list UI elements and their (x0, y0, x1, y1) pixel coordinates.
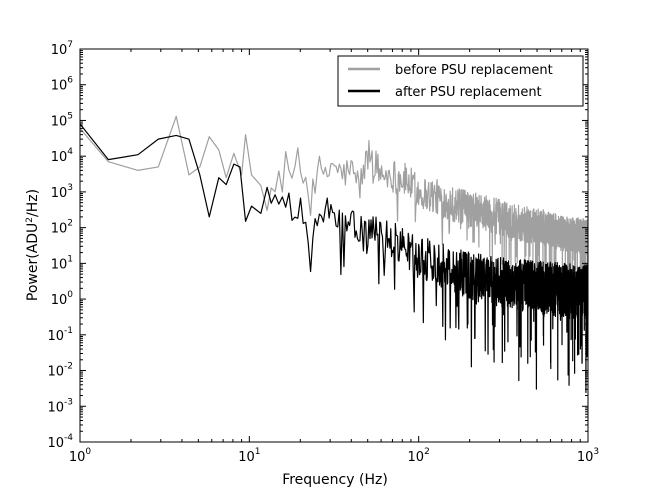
x-tick-exponent: 1 (255, 447, 261, 457)
y-tick-label: 100 (51, 290, 74, 308)
x-tick-exponent: 0 (85, 447, 91, 457)
y-tick-label: 102 (51, 219, 73, 237)
y-tick-exponent: 0 (67, 290, 73, 300)
x-tick-label: 103 (577, 447, 599, 465)
y-tick-base: 10 (47, 329, 64, 344)
y-tick-base: 10 (47, 400, 64, 415)
y-tick-label: 10-4 (47, 433, 73, 451)
x-tick-base: 10 (238, 450, 255, 465)
y-tick-exponent: 6 (67, 76, 73, 86)
y-axis-label-prefix: Power(ADU (25, 223, 41, 301)
plot-border (79, 48, 589, 443)
y-tick-exponent: 5 (67, 111, 73, 121)
y-tick-base: 10 (47, 365, 64, 380)
y-tick-label: 10-2 (47, 362, 73, 380)
y-tick-base: 10 (51, 293, 68, 308)
legend-box (337, 55, 584, 107)
y-tick-base: 10 (51, 79, 68, 94)
y-tick-exponent: -1 (64, 326, 73, 336)
y-tick-base: 10 (51, 186, 68, 201)
x-tick-exponent: 3 (593, 447, 599, 457)
series-layer (79, 115, 589, 394)
x-tick-base: 10 (577, 450, 594, 465)
y-tick-base: 10 (51, 222, 68, 237)
y-tick-label: 10-3 (47, 397, 73, 415)
x-tick-label: 100 (69, 447, 92, 465)
y-tick-label: 105 (51, 111, 73, 129)
x-tick-label: 102 (408, 447, 430, 465)
x-tick-label: 101 (238, 447, 260, 465)
ticks-layer (79, 48, 589, 443)
x-tick-base: 10 (408, 450, 425, 465)
y-tick-base: 10 (51, 150, 68, 165)
y-tick-label: 107 (51, 40, 73, 58)
y-tick-exponent: -2 (64, 362, 73, 372)
x-tick-base: 10 (69, 450, 86, 465)
x-tick-exponent: 2 (424, 447, 430, 457)
x-axis-tick-labels: 100 101 102 103 (69, 447, 599, 465)
y-tick-label: 10-1 (47, 326, 73, 344)
y-tick-exponent: 3 (67, 183, 73, 193)
y-tick-exponent: -4 (64, 433, 73, 443)
y-tick-label: 106 (51, 76, 74, 94)
legend-label-after: after PSU replacement (395, 85, 542, 100)
y-axis-label-sup: 2 (25, 217, 35, 223)
x-axis-label: Frequency (Hz) (282, 472, 388, 488)
y-tick-base: 10 (47, 436, 64, 451)
y-tick-base: 10 (51, 43, 68, 58)
y-axis-label-suffix: /Hz) (25, 189, 41, 217)
plot-frame (80, 49, 588, 442)
y-tick-exponent: 4 (67, 147, 73, 157)
y-tick-base: 10 (51, 114, 68, 129)
y-tick-label: 103 (51, 183, 73, 201)
y-tick-exponent: 1 (67, 254, 73, 264)
y-tick-label: 104 (51, 147, 74, 165)
legend: before PSU replacement after PSU replace… (337, 55, 584, 107)
y-tick-exponent: 2 (67, 219, 73, 229)
y-tick-label: 101 (51, 254, 73, 272)
series-line (79, 123, 589, 394)
y-tick-exponent: -3 (64, 397, 73, 407)
y-tick-exponent: 7 (67, 40, 73, 50)
legend-label-before: before PSU replacement (395, 63, 553, 78)
y-axis-label: Power(ADU2/Hz) (25, 189, 41, 301)
plot-area (79, 48, 589, 443)
y-tick-base: 10 (51, 257, 68, 272)
